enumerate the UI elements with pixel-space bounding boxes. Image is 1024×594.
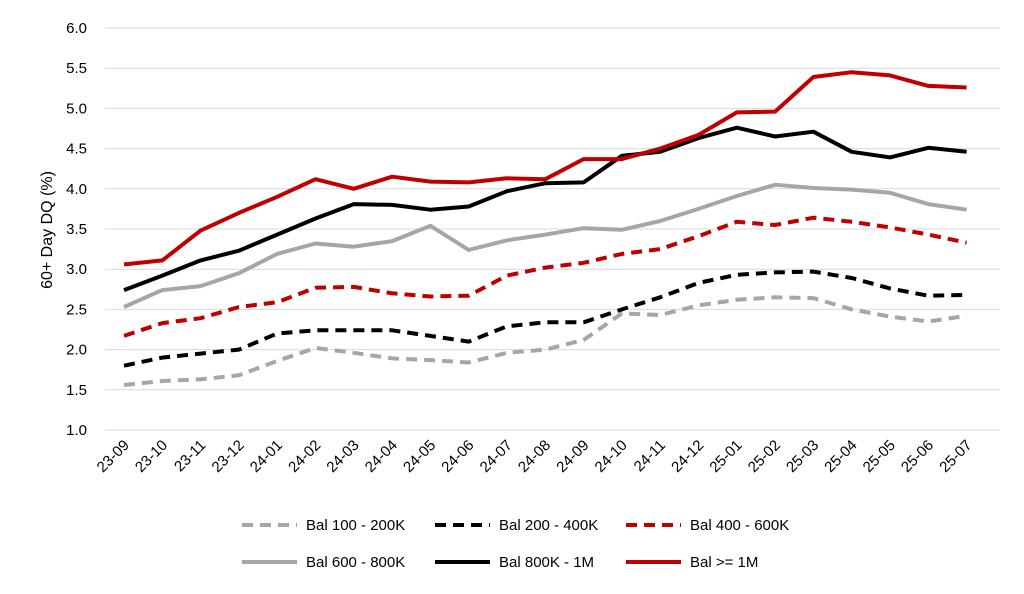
x-tick-label: 25-03: [783, 437, 822, 476]
x-tick-label: 25-02: [745, 437, 784, 476]
series-line-5: [123, 70, 967, 267]
series-line-2: [123, 215, 968, 338]
y-tick-label: 1.0: [66, 422, 87, 439]
legend-label: Bal 800K - 1M: [499, 554, 594, 571]
y-axis-ticks: 1.0 1.5 2.0 2.5 3.0 3.5 4.0 4.5 5.0 5.5 6.0: [66, 20, 87, 439]
y-tick-label: 3.5: [66, 221, 87, 238]
legend-label: Bal 100 - 200K: [306, 517, 405, 534]
y-tick-label: 3.0: [66, 261, 87, 278]
y-tick-label: 5.5: [66, 60, 87, 77]
y-tick-label: 4.5: [66, 141, 87, 158]
x-tick-label: 23-11: [171, 437, 209, 475]
x-tick-label: 25-01: [706, 437, 745, 476]
series-lines: [123, 70, 968, 387]
series-line-4: [123, 125, 967, 292]
x-tick-label: 24-06: [438, 437, 477, 476]
x-tick-label: 24-10: [592, 437, 631, 476]
x-tick-label: 24-03: [323, 437, 362, 476]
x-tick-label: 25-04: [821, 437, 860, 476]
x-tick-label: 24-04: [362, 437, 401, 476]
y-tick-label: 5.0: [66, 100, 87, 117]
x-tick-label: 25-06: [898, 437, 937, 476]
x-tick-label: 24-07: [477, 437, 516, 476]
y-tick-label: 1.5: [66, 382, 87, 399]
legend-label: Bal 400 - 600K: [690, 517, 789, 534]
y-tick-label: 2.0: [66, 342, 87, 359]
gridlines: [105, 27, 1000, 391]
x-tick-label: 24-08: [515, 437, 554, 476]
y-tick-label: 6.0: [66, 20, 87, 37]
legend-label: Bal >= 1M: [690, 554, 758, 571]
x-tick-label: 25-05: [860, 437, 899, 476]
x-tick-label: 24-02: [285, 437, 324, 476]
x-tick-label: 23-12: [209, 437, 248, 476]
x-tick-label: 24-05: [400, 437, 439, 476]
x-axis-ticks: 23-09 23-10 23-11 23-12 24-01 24-02 24-03 24-04…: [94, 437, 976, 476]
x-tick-label: 23-09: [94, 437, 133, 476]
y-tick-label: 4.0: [66, 181, 87, 198]
x-tick-label: 23-10: [132, 437, 171, 476]
series-line-3: [123, 182, 967, 309]
y-axis-title: 60+ Day DQ (%): [39, 171, 56, 289]
series-line-0: [123, 295, 967, 387]
series-line-1: [123, 269, 967, 368]
x-tick-label: 24-12: [668, 437, 707, 476]
x-tick-label: 24-09: [553, 437, 592, 476]
x-tick-label: 24-11: [631, 437, 669, 475]
legend-label: Bal 600 - 800K: [306, 554, 405, 571]
x-tick-label: 24-01: [247, 437, 286, 476]
legend-label: Bal 200 - 400K: [499, 517, 598, 534]
x-tick-label: 25-07: [936, 437, 975, 476]
y-tick-label: 2.5: [66, 301, 87, 318]
legend: Bal 100 - 200K Bal 200 - 400K Bal 400 - 60…: [242, 517, 789, 571]
